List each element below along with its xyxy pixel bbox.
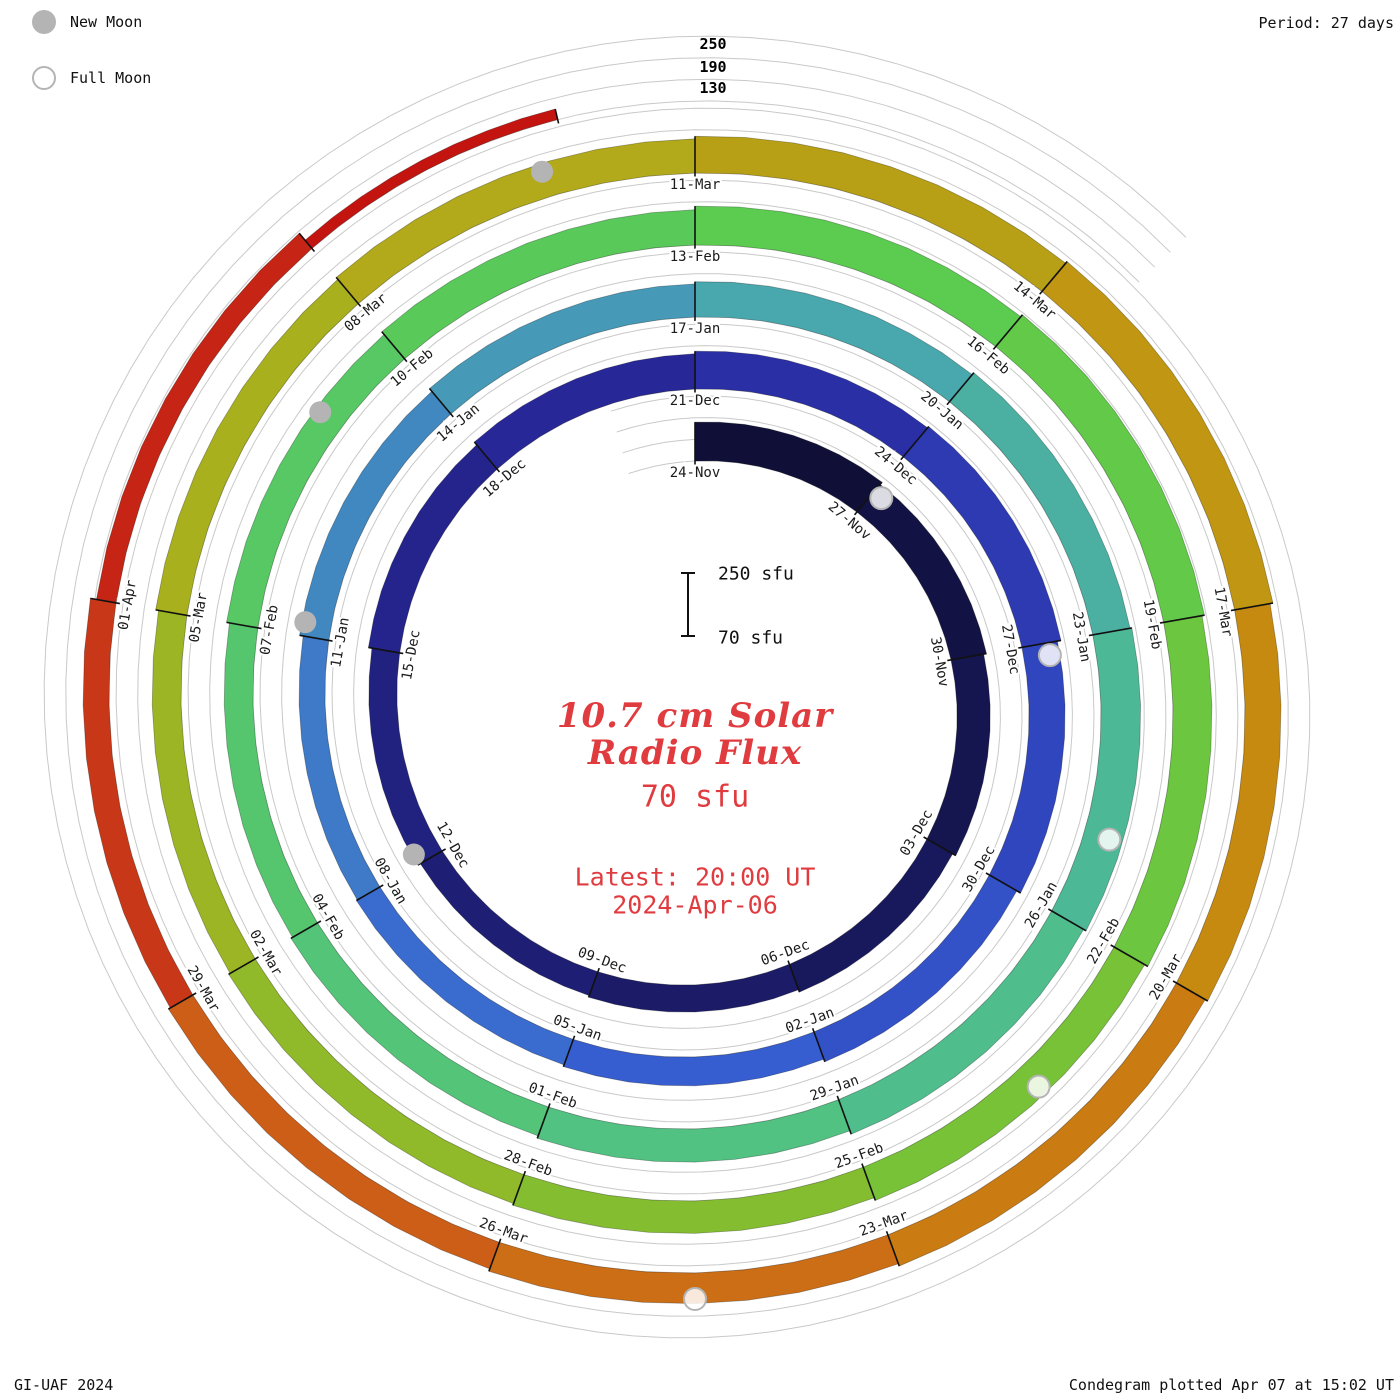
- credit-label: GI-UAF 2024: [14, 1376, 114, 1394]
- flux-segment: [988, 640, 1066, 894]
- full-moon-icon: [32, 66, 56, 90]
- date-label: 17-Jan: [670, 321, 721, 337]
- radial-tick-130: 130: [699, 79, 727, 97]
- full-moon-marker: [683, 1287, 707, 1311]
- period-label: Period: 27 days: [1258, 14, 1394, 32]
- segment-boundary-tick: [787, 960, 801, 993]
- scale-top-label: 250 sfu: [718, 563, 794, 585]
- segment-boundary-tick: [861, 1163, 877, 1201]
- segment-boundary-tick: [885, 1230, 900, 1267]
- flux-segment: [887, 982, 1206, 1267]
- segment-boundary-tick: [290, 920, 322, 939]
- full-moon-marker: [1026, 1074, 1051, 1099]
- scale-bottom-label: 70 sfu: [718, 627, 784, 649]
- legend-new-moon: New Moon: [32, 10, 142, 34]
- full-moon-marker: [1037, 643, 1062, 668]
- segment-boundary-tick: [1172, 980, 1209, 1002]
- segment-boundary-tick: [298, 232, 316, 253]
- new-moon-marker: [309, 401, 332, 424]
- full-moon-marker: [869, 486, 894, 511]
- new-moon-icon: [32, 10, 56, 34]
- chart-title-line2: Radio Flux: [587, 733, 803, 773]
- flux-segment: [536, 1099, 851, 1163]
- segment-boundary-tick: [536, 1103, 551, 1139]
- plotted-timestamp: Condegram plotted Apr 07 at 15:02 UT: [1068, 1376, 1394, 1394]
- chart-title-line1: 10.7 cm Solar: [556, 696, 834, 736]
- radial-tick-250: 250: [699, 35, 727, 53]
- grid-spiral: [43, 35, 1311, 1339]
- segment-boundary-tick: [428, 388, 454, 418]
- segment-boundary-tick: [1110, 944, 1149, 968]
- segment-boundary-tick: [992, 314, 1024, 351]
- segment-boundary-tick: [355, 884, 384, 902]
- date-label: 13-Feb: [670, 249, 721, 265]
- segment-boundary-tick: [381, 331, 408, 363]
- segment-boundary-tick: [811, 1027, 826, 1063]
- latest-date-line: 2024-Apr-06: [612, 890, 778, 920]
- segment-boundary-tick: [900, 425, 930, 461]
- segment-boundary-tick: [299, 634, 333, 642]
- segment-boundary-tick: [512, 1170, 527, 1206]
- segment-boundary-tick: [417, 848, 446, 866]
- segment-boundary-tick: [226, 621, 262, 630]
- segment-boundary-tick: [985, 872, 1022, 894]
- latest-time-line: Latest: 20:00 UT: [574, 862, 816, 892]
- segment-boundary-tick: [488, 1238, 502, 1272]
- segment-boundary-tick: [167, 992, 197, 1010]
- segment-boundary-tick: [946, 372, 975, 406]
- segment-boundary-tick: [554, 108, 560, 124]
- segment-boundary-tick: [946, 652, 987, 662]
- date-label: 21-Dec: [670, 393, 721, 409]
- current-flux-value: 70 sfu: [640, 779, 750, 815]
- segment-boundary-tick: [1159, 614, 1205, 624]
- segment-boundary-tick: [587, 967, 600, 998]
- segment-boundary-tick: [1017, 639, 1062, 649]
- segment-boundary-tick: [368, 646, 404, 655]
- segment-boundary-tick: [1047, 908, 1087, 932]
- segment-boundary-tick: [335, 276, 362, 308]
- segment-boundary-tick: [1230, 602, 1274, 612]
- radial-tick-190: 190: [699, 58, 727, 76]
- flux-segment: [1051, 627, 1142, 932]
- date-label: 24-Nov: [670, 465, 721, 481]
- segment-boundary-tick: [923, 836, 957, 857]
- new-moon-label: New Moon: [70, 13, 143, 31]
- flux-segment: [694, 421, 883, 513]
- segment-boundary-tick: [836, 1095, 852, 1135]
- new-moon-marker: [531, 160, 554, 183]
- new-moon-marker: [402, 843, 425, 866]
- segment-boundary-tick: [155, 609, 191, 617]
- segment-boundary-tick: [1088, 627, 1132, 637]
- segment-boundary-tick: [562, 1035, 576, 1067]
- segment-boundary-tick: [90, 597, 121, 605]
- legend-full-moon: Full Moon: [32, 66, 151, 90]
- date-label: 11-Mar: [670, 177, 721, 193]
- segment-boundary-tick: [473, 441, 501, 473]
- flux-segment: [167, 994, 500, 1270]
- flux-segment: [512, 1166, 875, 1234]
- segment-boundary-tick: [1038, 261, 1068, 295]
- new-moon-marker: [294, 611, 317, 634]
- full-moon-label: Full Moon: [70, 69, 152, 87]
- segment-boundary-tick: [228, 956, 259, 975]
- grid-spiral: [65, 57, 1289, 1317]
- full-moon-marker: [1097, 827, 1122, 852]
